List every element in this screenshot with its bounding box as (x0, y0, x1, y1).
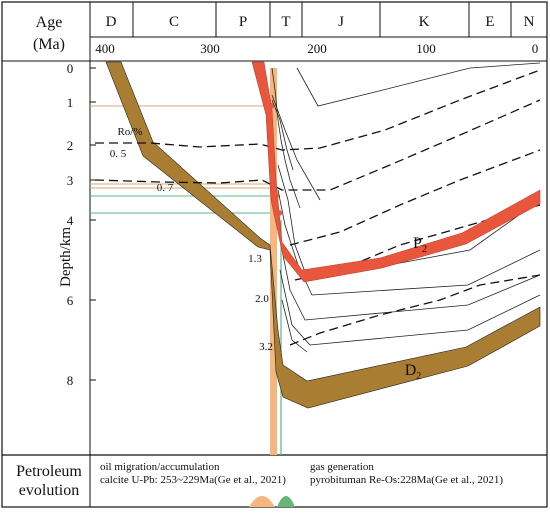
ro-value-07: 0. 7 (157, 182, 174, 194)
d2-layer-band (105, 61, 541, 409)
oil-window-peak (249, 496, 275, 507)
depth-tick-2: 2 (67, 138, 74, 153)
footer-title-line2: evolution (19, 482, 79, 499)
oil-migration-label: oil migration/accumulation (100, 461, 220, 473)
ro-curve-13 (289, 149, 541, 246)
period-e: E (485, 14, 494, 30)
age-tick-labels: 400 300 200 100 0 (95, 41, 538, 56)
depth-tick-0: 0 (67, 61, 74, 76)
period-labels: D C P T J K E N (106, 14, 535, 30)
depth-tick-8: 8 (67, 373, 74, 388)
period-t: T (281, 14, 290, 30)
period-separators (132, 2, 512, 37)
footer-title-line1: Petroleum (16, 463, 82, 480)
age-tick-400: 400 (95, 41, 115, 56)
period-d: D (106, 14, 117, 30)
calcite-age-label: calcite U-Pb: 253~229Ma(Ge et al., 2021) (100, 474, 286, 486)
p2-label: P2 (413, 235, 427, 255)
depth-tick-1: 1 (67, 95, 74, 110)
age-unit-label: (Ma) (33, 36, 65, 53)
period-k: K (419, 14, 430, 30)
ro-value-05: 0. 5 (110, 148, 127, 160)
ro-curve-05 (95, 69, 541, 151)
age-tick-100: 100 (416, 41, 436, 56)
ro-isolines (94, 69, 541, 346)
pyrobitumen-age-label: pyrobituman Re-Os:228Ma(Ge et al., 2021) (310, 474, 503, 486)
gas-window-peak (277, 496, 295, 507)
p2-layer-band (251, 61, 541, 283)
oil-accumulation-bar (270, 68, 277, 455)
depth-tick-6: 6 (67, 293, 74, 308)
depth-ticks (90, 67, 96, 381)
ro-label: Ro/% (117, 126, 142, 138)
age-label: Age (36, 14, 63, 31)
gas-generation-label: gas generation (310, 461, 374, 473)
ro-value-32: 3.2 (259, 341, 273, 353)
age-tick-0: 0 (532, 41, 539, 56)
ro-value-20: 2.0 (255, 293, 269, 305)
period-p: P (239, 14, 247, 30)
period-n: N (524, 14, 535, 30)
period-c: C (169, 14, 179, 30)
depth-tick-labels: 0 1 2 3 4 6 8 (67, 61, 74, 388)
ro-curve-07 (94, 99, 541, 191)
age-tick-300: 300 (200, 41, 220, 56)
burial-curves (271, 62, 541, 353)
age-tick-200: 200 (307, 41, 327, 56)
d2-label: D2 (405, 362, 422, 382)
p2-red-markers (268, 103, 282, 216)
depth-tick-3: 3 (67, 173, 74, 188)
depth-axis-label: Depth/km (58, 227, 74, 287)
ro-value-13: 1.3 (248, 253, 262, 265)
depth-tick-4: 4 (67, 213, 74, 228)
period-j: J (338, 14, 344, 30)
